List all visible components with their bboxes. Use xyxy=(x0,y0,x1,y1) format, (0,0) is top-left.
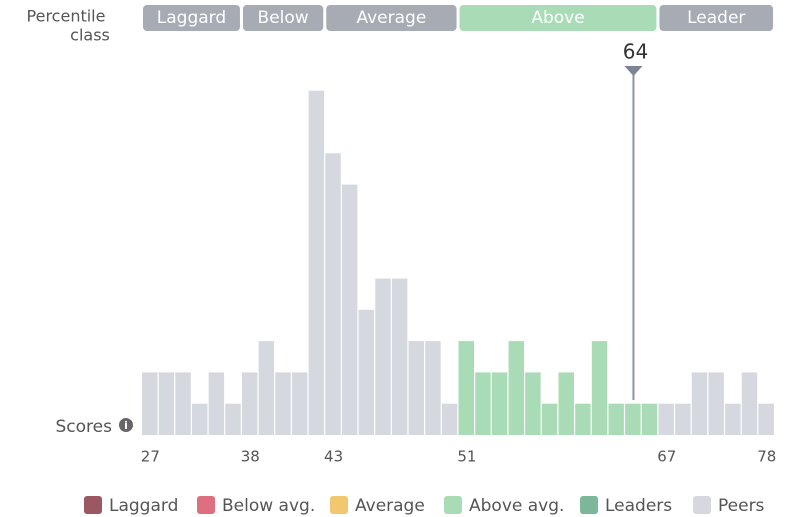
bar xyxy=(325,153,341,436)
legend-label: Below avg. xyxy=(222,496,315,516)
class-label: Average xyxy=(356,8,426,28)
legend-label: Above avg. xyxy=(469,496,564,516)
bar xyxy=(391,278,408,435)
class-title: Percentile xyxy=(27,7,106,26)
bar xyxy=(491,372,508,435)
legend-label: Laggard xyxy=(109,496,178,516)
legend-swatch xyxy=(444,496,462,514)
marker-head xyxy=(624,66,643,76)
x-tick-label: 38 xyxy=(241,448,260,466)
bar xyxy=(675,403,691,435)
bar xyxy=(525,372,541,435)
bar xyxy=(725,403,741,435)
bar xyxy=(691,372,708,435)
bar xyxy=(308,90,325,435)
legend-label: Average xyxy=(355,496,425,516)
bar xyxy=(275,372,291,435)
bar xyxy=(375,278,391,435)
bar xyxy=(441,403,458,435)
marker-label: 64 xyxy=(623,40,648,64)
x-tick-label: 51 xyxy=(457,448,476,466)
x-axis-label: Scores xyxy=(56,417,113,437)
info-icon[interactable] xyxy=(119,418,133,432)
bar xyxy=(541,403,558,435)
x-tick-label: 67 xyxy=(657,448,676,466)
bar xyxy=(658,403,674,435)
x-tick-label: 27 xyxy=(141,448,160,466)
bar xyxy=(241,372,258,435)
legend-label: Leaders xyxy=(605,496,672,516)
bar xyxy=(158,372,175,435)
bar xyxy=(175,372,191,435)
bar xyxy=(291,372,308,435)
class-label: Below xyxy=(258,8,309,28)
bar xyxy=(408,341,425,435)
bar xyxy=(558,372,574,435)
class-title: class xyxy=(70,26,110,45)
bar xyxy=(641,403,658,435)
x-tick-label: 43 xyxy=(324,448,343,466)
info-icon-glyph: i xyxy=(124,419,128,432)
legend-label: Peers xyxy=(718,496,765,516)
bar xyxy=(358,309,375,435)
x-tick-label: 78 xyxy=(757,448,776,466)
legend-swatch xyxy=(197,496,215,514)
legend-swatch xyxy=(580,496,598,514)
bar xyxy=(741,372,758,435)
class-label: Leader xyxy=(687,8,745,28)
bar xyxy=(758,403,774,435)
bar xyxy=(575,403,591,435)
bar xyxy=(591,341,608,435)
class-label: Laggard xyxy=(157,8,226,28)
class-band xyxy=(459,5,657,31)
legend-swatch xyxy=(693,496,711,514)
class-label: Above xyxy=(531,8,584,28)
bar xyxy=(458,341,474,435)
bar xyxy=(475,372,491,435)
class-band xyxy=(659,5,774,31)
legend-swatch xyxy=(84,496,102,514)
class-band xyxy=(326,5,457,31)
legend-swatch xyxy=(330,496,348,514)
class-band xyxy=(143,5,240,31)
bar xyxy=(508,341,524,435)
class-band xyxy=(242,5,324,31)
bar xyxy=(225,403,241,435)
bar xyxy=(341,184,358,435)
bar xyxy=(608,403,624,435)
bar xyxy=(142,372,158,435)
bar xyxy=(708,372,724,435)
bar xyxy=(258,341,275,435)
bar xyxy=(208,372,225,435)
bar xyxy=(191,403,208,435)
bar xyxy=(625,403,641,435)
bar xyxy=(425,341,441,435)
